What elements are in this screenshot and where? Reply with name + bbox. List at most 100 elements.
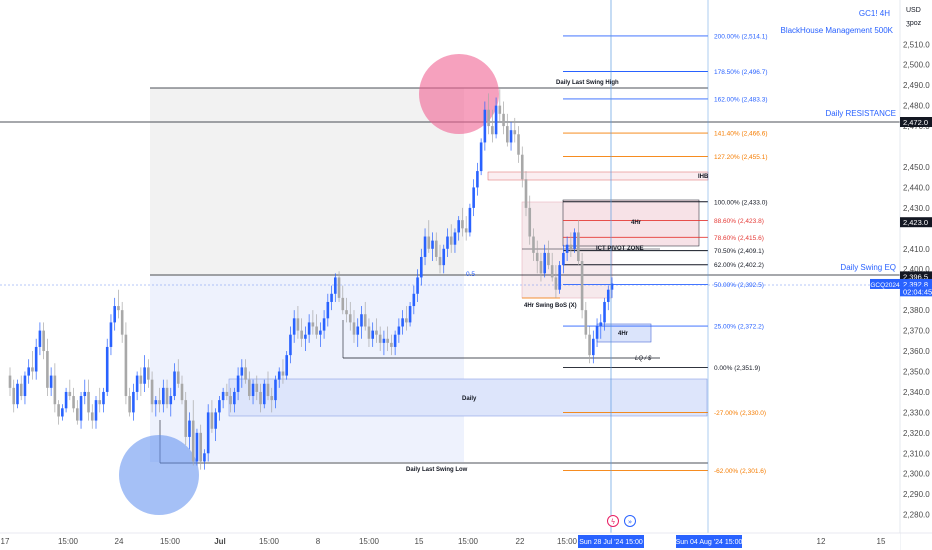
price-tick-label: 2,360.0: [903, 347, 930, 356]
candle: [274, 375, 277, 409]
time-tick-label: 15:00: [557, 537, 578, 546]
candle: [87, 379, 90, 421]
price-tick-label: 2,410.0: [903, 245, 930, 254]
price-tick-label: 2,480.0: [903, 102, 930, 111]
candle-body: [281, 371, 285, 376]
price-tick-label: 2,330.0: [903, 408, 930, 417]
candle-body: [46, 351, 49, 388]
candle-body: [180, 383, 184, 401]
candle-body: [360, 314, 363, 327]
candle: [360, 306, 363, 339]
candle-body: [87, 391, 90, 413]
candle: [345, 297, 348, 323]
candle-body: [19, 383, 23, 397]
fib-label: -62.00% (2,301.6): [714, 468, 766, 475]
candle: [79, 391, 83, 429]
candle-body: [188, 420, 191, 437]
candle-body: [102, 391, 105, 405]
candle-body: [483, 109, 487, 143]
candle: [173, 363, 176, 401]
candle-body: [277, 371, 281, 380]
candle: [210, 400, 214, 433]
candle-body: [431, 240, 434, 249]
candle-body: [408, 306, 412, 323]
candle-body: [49, 375, 53, 388]
price-tag: [900, 278, 932, 289]
candle: [382, 330, 386, 356]
candle-body: [603, 301, 606, 323]
candle: [113, 297, 116, 331]
candle-body: [165, 387, 169, 405]
candle: [416, 269, 419, 302]
fib-label: 70.50% (2,409.1): [714, 248, 764, 255]
candle: [476, 162, 479, 196]
candle-body: [539, 261, 543, 274]
range-zone-lower: [150, 276, 464, 462]
candle-body: [520, 154, 524, 180]
range-zone-upper: [150, 88, 464, 276]
candle: [412, 285, 416, 315]
candle-body: [72, 396, 75, 409]
candle-body: [584, 310, 588, 335]
candle: [233, 387, 236, 413]
candle: [281, 359, 285, 384]
candle-body: [304, 334, 307, 339]
candle-body: [405, 318, 408, 323]
candle-body: [34, 346, 38, 372]
candle-body: [420, 256, 423, 278]
candle: [401, 310, 404, 335]
date-tag-1: [578, 535, 644, 548]
candle: [124, 322, 128, 405]
time-tick-label: 8: [316, 537, 321, 546]
candle: [348, 301, 352, 331]
candle: [289, 326, 292, 364]
candle: [491, 109, 494, 143]
forward-icon[interactable]: [624, 515, 636, 527]
candle: [431, 232, 434, 262]
candle-body: [173, 371, 176, 397]
candle-body: [352, 322, 356, 335]
date-tag-2: [676, 535, 742, 548]
candle: [506, 113, 509, 147]
candle: [307, 314, 311, 343]
candle: [19, 375, 23, 401]
box-4hr-bottom-label: 4Hr: [618, 331, 629, 337]
time-tick-label: Jul: [214, 537, 226, 546]
time-axis[interactable]: [0, 533, 900, 550]
candle-body: [240, 367, 244, 376]
fib-label: 100.00% (2,433.0): [714, 199, 767, 206]
candle-body: [31, 367, 34, 372]
candle: [367, 318, 371, 347]
candle: [23, 371, 27, 405]
price-tag-text: 2,396.5: [903, 272, 928, 281]
price-tag-text: 2,472.0: [903, 118, 928, 127]
candle: [322, 310, 326, 339]
lightning-icon[interactable]: [607, 515, 619, 527]
candle-body: [150, 379, 154, 405]
candle: [120, 301, 124, 343]
candle: [98, 387, 102, 413]
candle: [184, 391, 188, 446]
price-tick-label: 2,380.0: [903, 306, 930, 315]
candle: [371, 322, 374, 347]
account-label: BlackHouse Management 500K: [780, 26, 893, 35]
candle-body: [12, 387, 16, 405]
candle-body: [61, 408, 64, 417]
price-tag: [900, 217, 932, 228]
candle-body: [378, 334, 382, 343]
currency-label: USD: [906, 7, 921, 14]
candle: [341, 285, 345, 315]
candle-body: [453, 232, 457, 245]
fib-label: -27.00% (2,330.0): [714, 410, 766, 417]
time-tick-label: 15: [415, 537, 424, 546]
price-tag-text: 02:04:45: [903, 287, 932, 296]
candle: [46, 338, 49, 397]
candle: [442, 244, 446, 274]
candle: [225, 383, 229, 401]
candle: [438, 244, 442, 274]
candle-body: [517, 134, 520, 155]
candle: [57, 400, 60, 425]
candle: [390, 334, 393, 356]
